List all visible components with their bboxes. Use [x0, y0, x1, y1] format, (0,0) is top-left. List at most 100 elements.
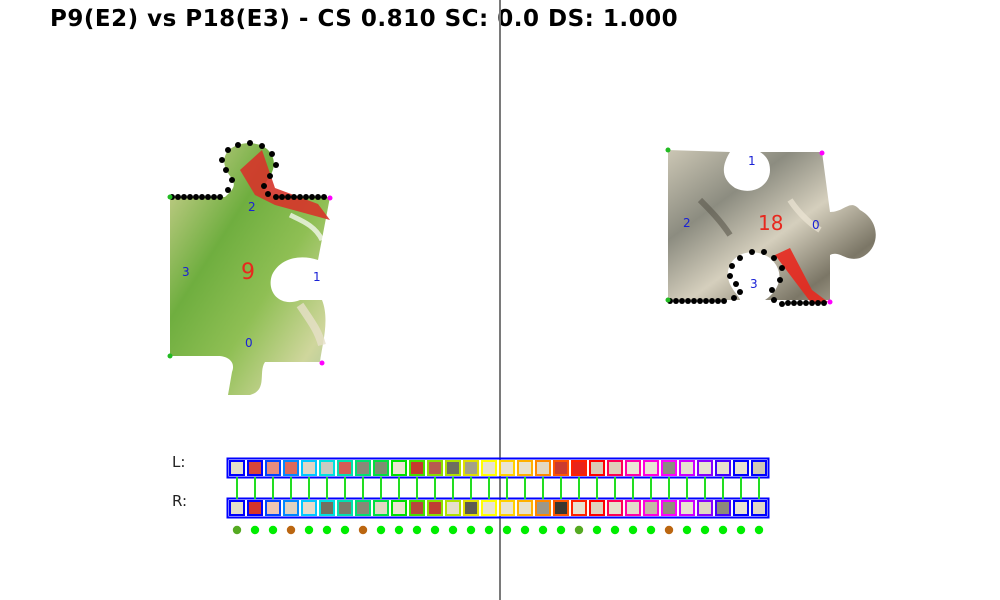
contour-point — [315, 194, 321, 200]
contour-point — [219, 157, 225, 163]
right-piece-shape — [668, 150, 876, 300]
left-cell — [607, 460, 623, 476]
left-cell — [337, 460, 353, 476]
page-title: P9(E2) vs P18(E3) - CS 0.810 SC: 0.0 DS:… — [50, 6, 679, 32]
left-cell — [715, 460, 731, 476]
contour-point — [267, 173, 273, 179]
right-cell — [409, 500, 425, 516]
contour-point — [797, 300, 803, 306]
left-cell — [535, 460, 551, 476]
score-dot — [250, 525, 260, 535]
score-dot — [448, 525, 458, 535]
contour-point — [199, 194, 205, 200]
right-cell — [445, 500, 461, 516]
score-dot — [520, 525, 530, 535]
contour-point — [697, 298, 703, 304]
contour-point — [729, 263, 735, 269]
contour-point — [279, 194, 285, 200]
left-edge-label-1: 1 — [313, 270, 321, 284]
left-cell — [355, 460, 371, 476]
score-dot — [322, 525, 332, 535]
score-dot — [268, 525, 278, 535]
right-cell — [535, 500, 551, 516]
contour-point — [273, 162, 279, 168]
contour-point — [771, 255, 777, 261]
contour-point — [205, 194, 211, 200]
left-row-label: L: — [172, 453, 186, 471]
score-dot — [502, 525, 512, 535]
left-puzzle-piece: 9 0 1 2 3 — [167, 140, 333, 395]
right-cell — [751, 500, 767, 516]
contour-point — [809, 300, 815, 306]
comparison-strip — [226, 457, 770, 535]
contour-point — [769, 287, 775, 293]
left-cell — [373, 460, 389, 476]
contour-point — [749, 249, 755, 255]
contour-point — [181, 194, 187, 200]
right-cell — [319, 500, 335, 516]
score-dot — [574, 525, 584, 535]
right-cell — [643, 500, 659, 516]
score-dot — [556, 525, 566, 535]
score-dot — [466, 525, 476, 535]
contour-point — [777, 277, 783, 283]
left-cell — [481, 460, 497, 476]
right-cell — [463, 500, 479, 516]
left-cell — [319, 460, 335, 476]
right-puzzle-piece: 18 0 1 2 3 — [665, 147, 876, 307]
right-cell — [517, 500, 533, 516]
contour-point — [691, 298, 697, 304]
left-cell — [229, 460, 245, 476]
left-cell — [391, 460, 407, 476]
right-contour-points — [667, 249, 827, 307]
score-dot — [754, 525, 764, 535]
right-cell — [625, 500, 641, 516]
right-cell — [589, 500, 605, 516]
left-cell — [463, 460, 479, 476]
left-cell — [265, 460, 281, 476]
left-edge-label-0: 0 — [245, 336, 253, 350]
contour-point — [771, 297, 777, 303]
contour-point — [247, 140, 253, 146]
score-dot — [646, 525, 656, 535]
left-cell — [661, 460, 677, 476]
contour-point — [679, 298, 685, 304]
contour-point — [211, 194, 217, 200]
right-edge-label-2: 2 — [683, 216, 691, 230]
contour-point — [721, 298, 727, 304]
left-cell — [283, 460, 299, 476]
left-cell — [445, 460, 461, 476]
contour-point — [297, 194, 303, 200]
right-cell — [571, 500, 587, 516]
contour-point — [269, 151, 275, 157]
left-cell — [427, 460, 443, 476]
left-cell — [697, 460, 713, 476]
contour-point — [785, 300, 791, 306]
score-dot — [286, 525, 296, 535]
left-cell — [409, 460, 425, 476]
left-cell — [301, 460, 317, 476]
contour-point — [225, 187, 231, 193]
score-dot — [610, 525, 620, 535]
score-dot — [484, 525, 494, 535]
contour-point — [791, 300, 797, 306]
contour-point — [193, 194, 199, 200]
right-edge-label-0: 0 — [812, 218, 820, 232]
right-cell — [661, 500, 677, 516]
contour-point — [225, 147, 231, 153]
right-cell — [499, 500, 515, 516]
right-cell — [427, 500, 443, 516]
score-dot — [736, 525, 746, 535]
center-divider — [499, 0, 501, 600]
right-cell — [697, 500, 713, 516]
left-cell — [247, 460, 263, 476]
right-cell — [607, 500, 623, 516]
contour-point — [309, 194, 315, 200]
right-edge-label-3: 3 — [750, 277, 758, 291]
right-piece-id: 18 — [758, 211, 783, 235]
left-cell — [571, 460, 587, 476]
contour-point — [321, 194, 327, 200]
score-dot — [358, 525, 368, 535]
